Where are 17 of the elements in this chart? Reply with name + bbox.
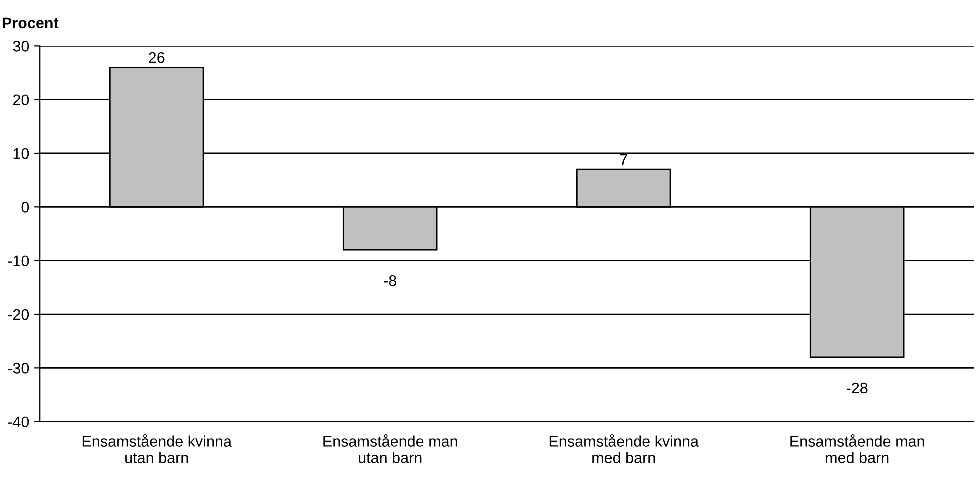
x-tick-label: Ensamstående kvinna utan barn — [82, 434, 232, 464]
y-tick-label: -40 — [8, 416, 30, 428]
data-label: 26 — [149, 52, 165, 64]
data-label: 7 — [620, 154, 628, 166]
y-tick-label: -10 — [8, 256, 30, 267]
y-axis-title: Procent — [2, 18, 59, 29]
y-tick-label: -20 — [8, 309, 30, 320]
y-tick-label: 10 — [14, 148, 30, 160]
y-tick-label: 0 — [22, 202, 30, 213]
y-tick-label: 20 — [13, 94, 30, 106]
y-tick-label: -30 — [8, 363, 30, 374]
x-tick-label: Ensamstående kvinna med barn — [550, 434, 700, 464]
x-tick-label: Ensamstående man utan barn — [324, 434, 458, 464]
y-tick-label: 30 — [13, 41, 30, 52]
x-tick-label: Ensamstående man med barn — [790, 434, 924, 464]
data-label: -8 — [384, 276, 396, 286]
data-label: -28 — [846, 382, 868, 394]
